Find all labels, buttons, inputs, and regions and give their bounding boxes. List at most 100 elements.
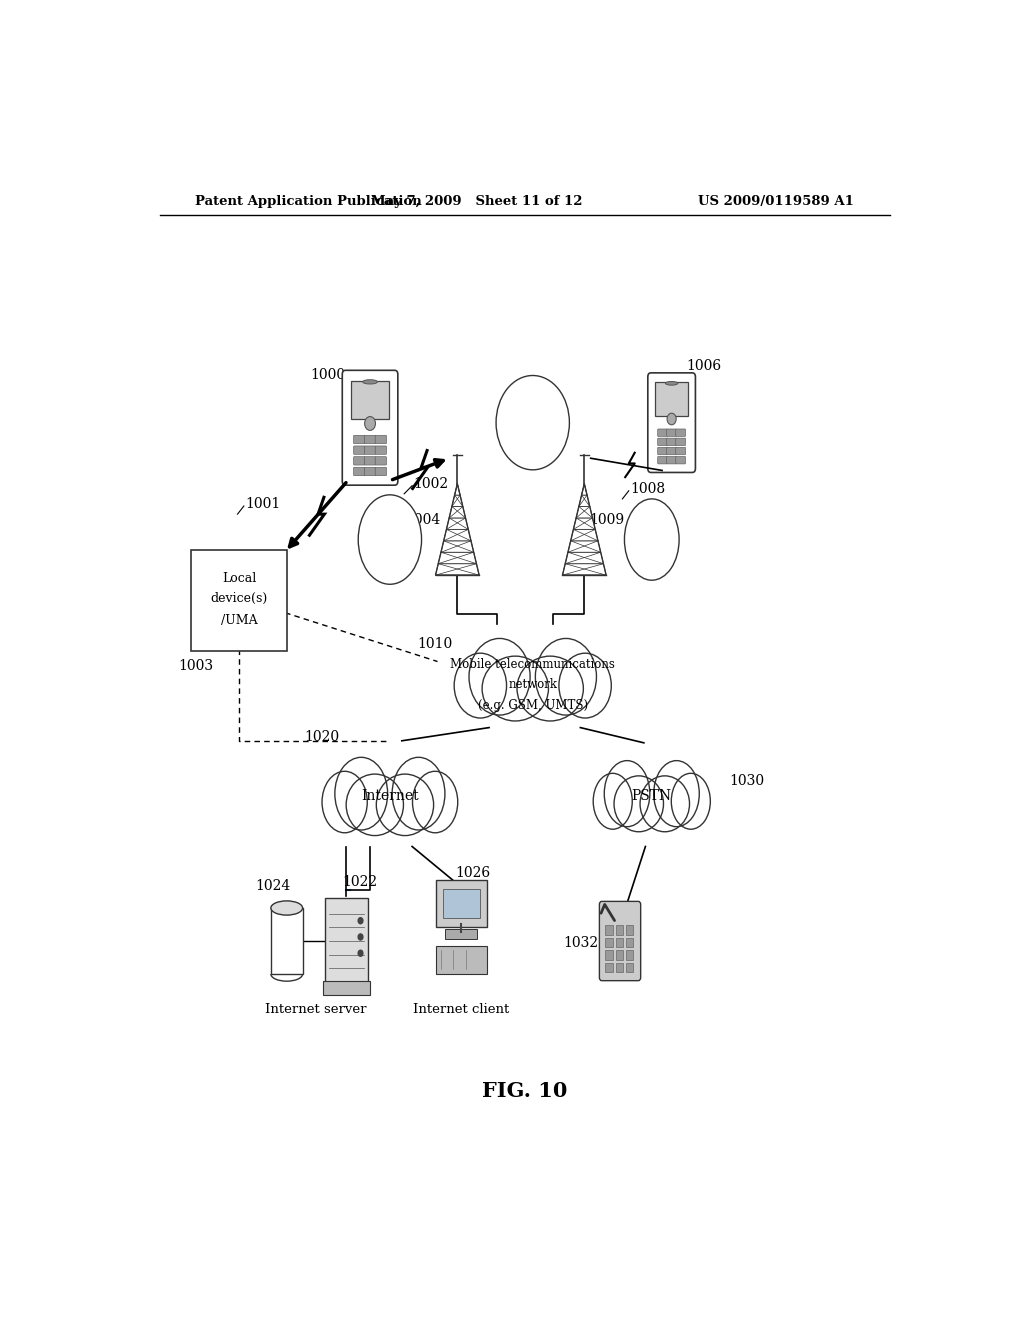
Ellipse shape: [559, 653, 611, 718]
FancyBboxPatch shape: [657, 447, 668, 455]
Ellipse shape: [640, 776, 689, 832]
Polygon shape: [573, 517, 595, 529]
Ellipse shape: [517, 656, 584, 721]
Ellipse shape: [469, 639, 530, 715]
Ellipse shape: [536, 639, 596, 715]
FancyBboxPatch shape: [365, 457, 376, 465]
Text: 1010: 1010: [418, 638, 453, 651]
FancyBboxPatch shape: [626, 937, 633, 948]
FancyBboxPatch shape: [375, 457, 387, 465]
FancyBboxPatch shape: [599, 902, 641, 981]
FancyBboxPatch shape: [615, 962, 623, 972]
Ellipse shape: [270, 900, 303, 915]
Ellipse shape: [413, 771, 458, 833]
Ellipse shape: [593, 774, 632, 829]
FancyBboxPatch shape: [353, 446, 365, 454]
Ellipse shape: [604, 760, 650, 826]
Polygon shape: [435, 564, 479, 576]
Ellipse shape: [666, 381, 678, 385]
FancyBboxPatch shape: [375, 446, 387, 454]
Ellipse shape: [322, 771, 368, 833]
FancyBboxPatch shape: [667, 457, 677, 463]
Text: Internet: Internet: [361, 788, 419, 803]
FancyBboxPatch shape: [353, 467, 365, 475]
Polygon shape: [568, 541, 601, 552]
FancyBboxPatch shape: [270, 908, 303, 974]
FancyBboxPatch shape: [667, 429, 677, 437]
Polygon shape: [443, 529, 471, 541]
Circle shape: [358, 917, 362, 924]
Ellipse shape: [614, 776, 664, 832]
FancyBboxPatch shape: [615, 937, 623, 948]
Polygon shape: [565, 552, 603, 564]
Text: 1009: 1009: [589, 513, 625, 527]
Polygon shape: [441, 541, 474, 552]
Polygon shape: [579, 495, 590, 507]
Polygon shape: [450, 507, 466, 517]
FancyBboxPatch shape: [365, 446, 376, 454]
Text: 1004: 1004: [406, 513, 441, 527]
FancyBboxPatch shape: [353, 457, 365, 465]
Text: 1001: 1001: [246, 496, 281, 511]
FancyBboxPatch shape: [676, 438, 686, 446]
Text: /UMA: /UMA: [221, 614, 257, 627]
Text: 1022: 1022: [342, 875, 378, 890]
FancyBboxPatch shape: [615, 950, 623, 960]
Ellipse shape: [672, 774, 711, 829]
Text: 1020: 1020: [304, 730, 339, 743]
FancyBboxPatch shape: [605, 925, 612, 935]
FancyBboxPatch shape: [375, 467, 387, 475]
Ellipse shape: [625, 499, 679, 581]
Polygon shape: [562, 564, 606, 576]
Polygon shape: [452, 495, 463, 507]
Polygon shape: [438, 552, 476, 564]
FancyBboxPatch shape: [657, 429, 668, 437]
FancyBboxPatch shape: [365, 436, 376, 444]
FancyBboxPatch shape: [191, 549, 287, 651]
Polygon shape: [577, 507, 593, 517]
Ellipse shape: [455, 653, 507, 718]
Text: 1024: 1024: [255, 879, 290, 894]
Text: 1003: 1003: [179, 659, 214, 673]
Text: 1008: 1008: [631, 482, 666, 496]
Text: US 2009/0119589 A1: US 2009/0119589 A1: [698, 194, 854, 207]
Text: network: network: [508, 678, 557, 692]
FancyBboxPatch shape: [375, 436, 387, 444]
Text: Mobile telecommunications: Mobile telecommunications: [451, 659, 615, 671]
FancyBboxPatch shape: [667, 447, 677, 455]
Ellipse shape: [358, 495, 422, 585]
Polygon shape: [455, 483, 460, 495]
Text: 1026: 1026: [455, 866, 490, 880]
FancyBboxPatch shape: [342, 371, 397, 486]
Text: Internet client: Internet client: [414, 1003, 509, 1015]
Ellipse shape: [346, 774, 403, 836]
FancyBboxPatch shape: [605, 962, 612, 972]
Text: 1030: 1030: [729, 775, 765, 788]
Ellipse shape: [362, 380, 378, 384]
Text: (e.g. GSM, UMTS): (e.g. GSM, UMTS): [477, 698, 588, 711]
Ellipse shape: [482, 656, 549, 721]
Text: 1006: 1006: [686, 359, 721, 372]
FancyBboxPatch shape: [657, 438, 668, 446]
Text: PSTN: PSTN: [632, 788, 672, 803]
FancyBboxPatch shape: [626, 962, 633, 972]
FancyBboxPatch shape: [655, 383, 688, 416]
Circle shape: [358, 950, 362, 956]
Circle shape: [365, 417, 376, 430]
Text: Patent Application Publication: Patent Application Publication: [196, 194, 422, 207]
FancyBboxPatch shape: [676, 429, 686, 437]
Circle shape: [667, 413, 676, 425]
Ellipse shape: [376, 774, 433, 836]
Text: 1000: 1000: [310, 368, 346, 381]
Text: 1002: 1002: [414, 477, 449, 491]
FancyBboxPatch shape: [626, 925, 633, 935]
Ellipse shape: [653, 760, 699, 826]
Text: Local: Local: [222, 572, 256, 585]
Circle shape: [358, 935, 362, 940]
Text: 1032: 1032: [563, 936, 598, 950]
Text: May 7, 2009   Sheet 11 of 12: May 7, 2009 Sheet 11 of 12: [372, 194, 583, 207]
FancyBboxPatch shape: [442, 888, 480, 919]
Ellipse shape: [335, 758, 388, 830]
FancyBboxPatch shape: [605, 937, 612, 948]
FancyBboxPatch shape: [365, 467, 376, 475]
